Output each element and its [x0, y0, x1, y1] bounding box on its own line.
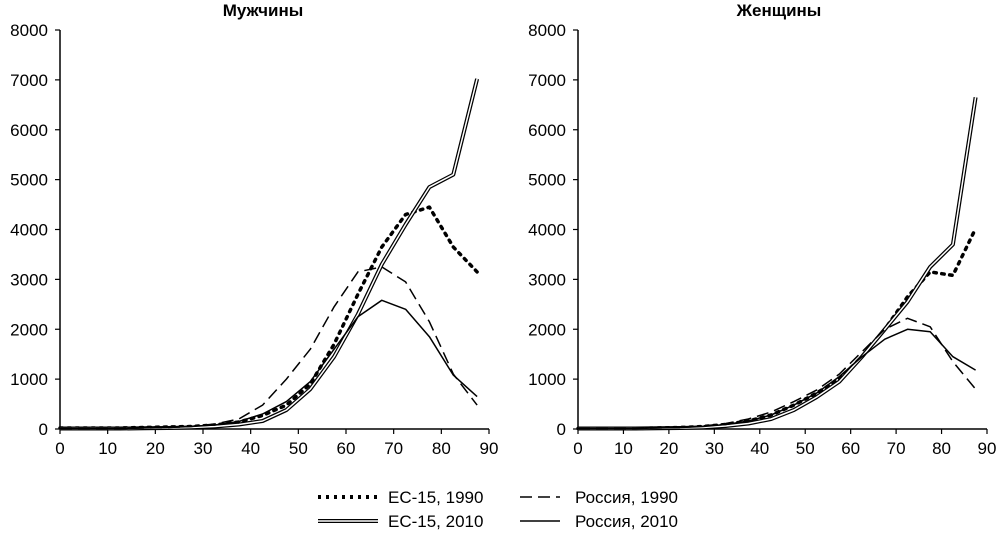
series-russia-2010-men: [60, 299, 478, 430]
x-tick-label-women: 0: [573, 439, 582, 458]
x-tick-label-women: 80: [932, 439, 951, 458]
series-russia-1990-men: [60, 266, 478, 430]
x-tick-label-women: 20: [659, 439, 678, 458]
series-eu-2010-men-inner: [60, 78, 478, 430]
x-tick-label-men: 90: [480, 439, 499, 458]
series-eu-1990-men: [58, 205, 479, 430]
legend-label-russia-2010: Россия, 2010: [575, 512, 678, 531]
x-tick-label-women: 30: [705, 439, 724, 458]
x-tick-label-men: 80: [432, 439, 451, 458]
x-tick-label-women: 90: [978, 439, 997, 458]
panel-women: Женщины 01000200030004000500060007000800…: [528, 1, 996, 458]
y-tick-label-women: 4000: [528, 221, 566, 240]
x-tick-label-men: 30: [194, 439, 213, 458]
series-eu-2010-men: [60, 78, 480, 431]
y-tick-label-men: 8000: [10, 21, 48, 40]
x-tick-label-men: 70: [384, 439, 403, 458]
y-tick-label-men: 3000: [10, 270, 48, 289]
series-russia-2010-women: [578, 328, 976, 430]
legend-item-russia-1990: Россия, 1990: [520, 488, 678, 507]
legend-label-eu-2010: ЕС-15, 2010: [388, 512, 483, 531]
y-tick-label-men: 4000: [10, 221, 48, 240]
y-tick-label-women: 1000: [528, 370, 566, 389]
panel-title-men: Мужчины: [223, 1, 304, 20]
series-eu-1990-women: [576, 226, 978, 431]
x-tick-label-men: 10: [98, 439, 117, 458]
x-tick-label-women: 40: [750, 439, 769, 458]
y-tick-label-men: 6000: [10, 121, 48, 140]
y-tick-label-men: 0: [39, 420, 48, 439]
y-tick-label-women: 6000: [528, 121, 566, 140]
x-tick-label-women: 50: [796, 439, 815, 458]
x-tick-label-women: 70: [887, 439, 906, 458]
series-eu-2010-women-inner: [578, 97, 977, 430]
y-tick-label-men: 7000: [10, 71, 48, 90]
legend-item-eu-1990: ЕС-15, 1990: [318, 488, 483, 507]
y-tick-label-women: 3000: [528, 270, 566, 289]
legend-item-russia-2010: Россия, 2010: [520, 512, 678, 531]
x-tick-label-men: 20: [146, 439, 165, 458]
panel-title-women: Женщины: [736, 1, 822, 20]
y-tick-label-women: 7000: [528, 71, 566, 90]
y-tick-label-women: 8000: [528, 21, 566, 40]
y-tick-label-men: 5000: [10, 171, 48, 190]
legend-label-russia-1990: Россия, 1990: [575, 488, 678, 507]
y-tick-label-men: 2000: [10, 320, 48, 339]
x-tick-label-men: 40: [241, 439, 260, 458]
x-tick-label-men: 0: [55, 439, 64, 458]
legend-item-eu-2010: ЕС-15, 2010: [318, 512, 483, 531]
panel-men: Мужчины 01000200030004000500060007000800…: [10, 1, 498, 458]
y-tick-label-women: 2000: [528, 320, 566, 339]
x-tick-label-women: 60: [841, 439, 860, 458]
x-tick-label-men: 50: [289, 439, 308, 458]
y-tick-label-women: 0: [557, 420, 566, 439]
x-tick-label-men: 60: [337, 439, 356, 458]
legend-label-eu-1990: ЕС-15, 1990: [388, 488, 483, 507]
y-tick-label-women: 5000: [528, 171, 566, 190]
legend: ЕС-15, 1990 Россия, 1990 ЕС-15, 2010 Рос…: [318, 488, 678, 531]
x-tick-label-women: 10: [614, 439, 633, 458]
series-eu-2010-women: [578, 96, 978, 431]
y-tick-label-men: 1000: [10, 370, 48, 389]
